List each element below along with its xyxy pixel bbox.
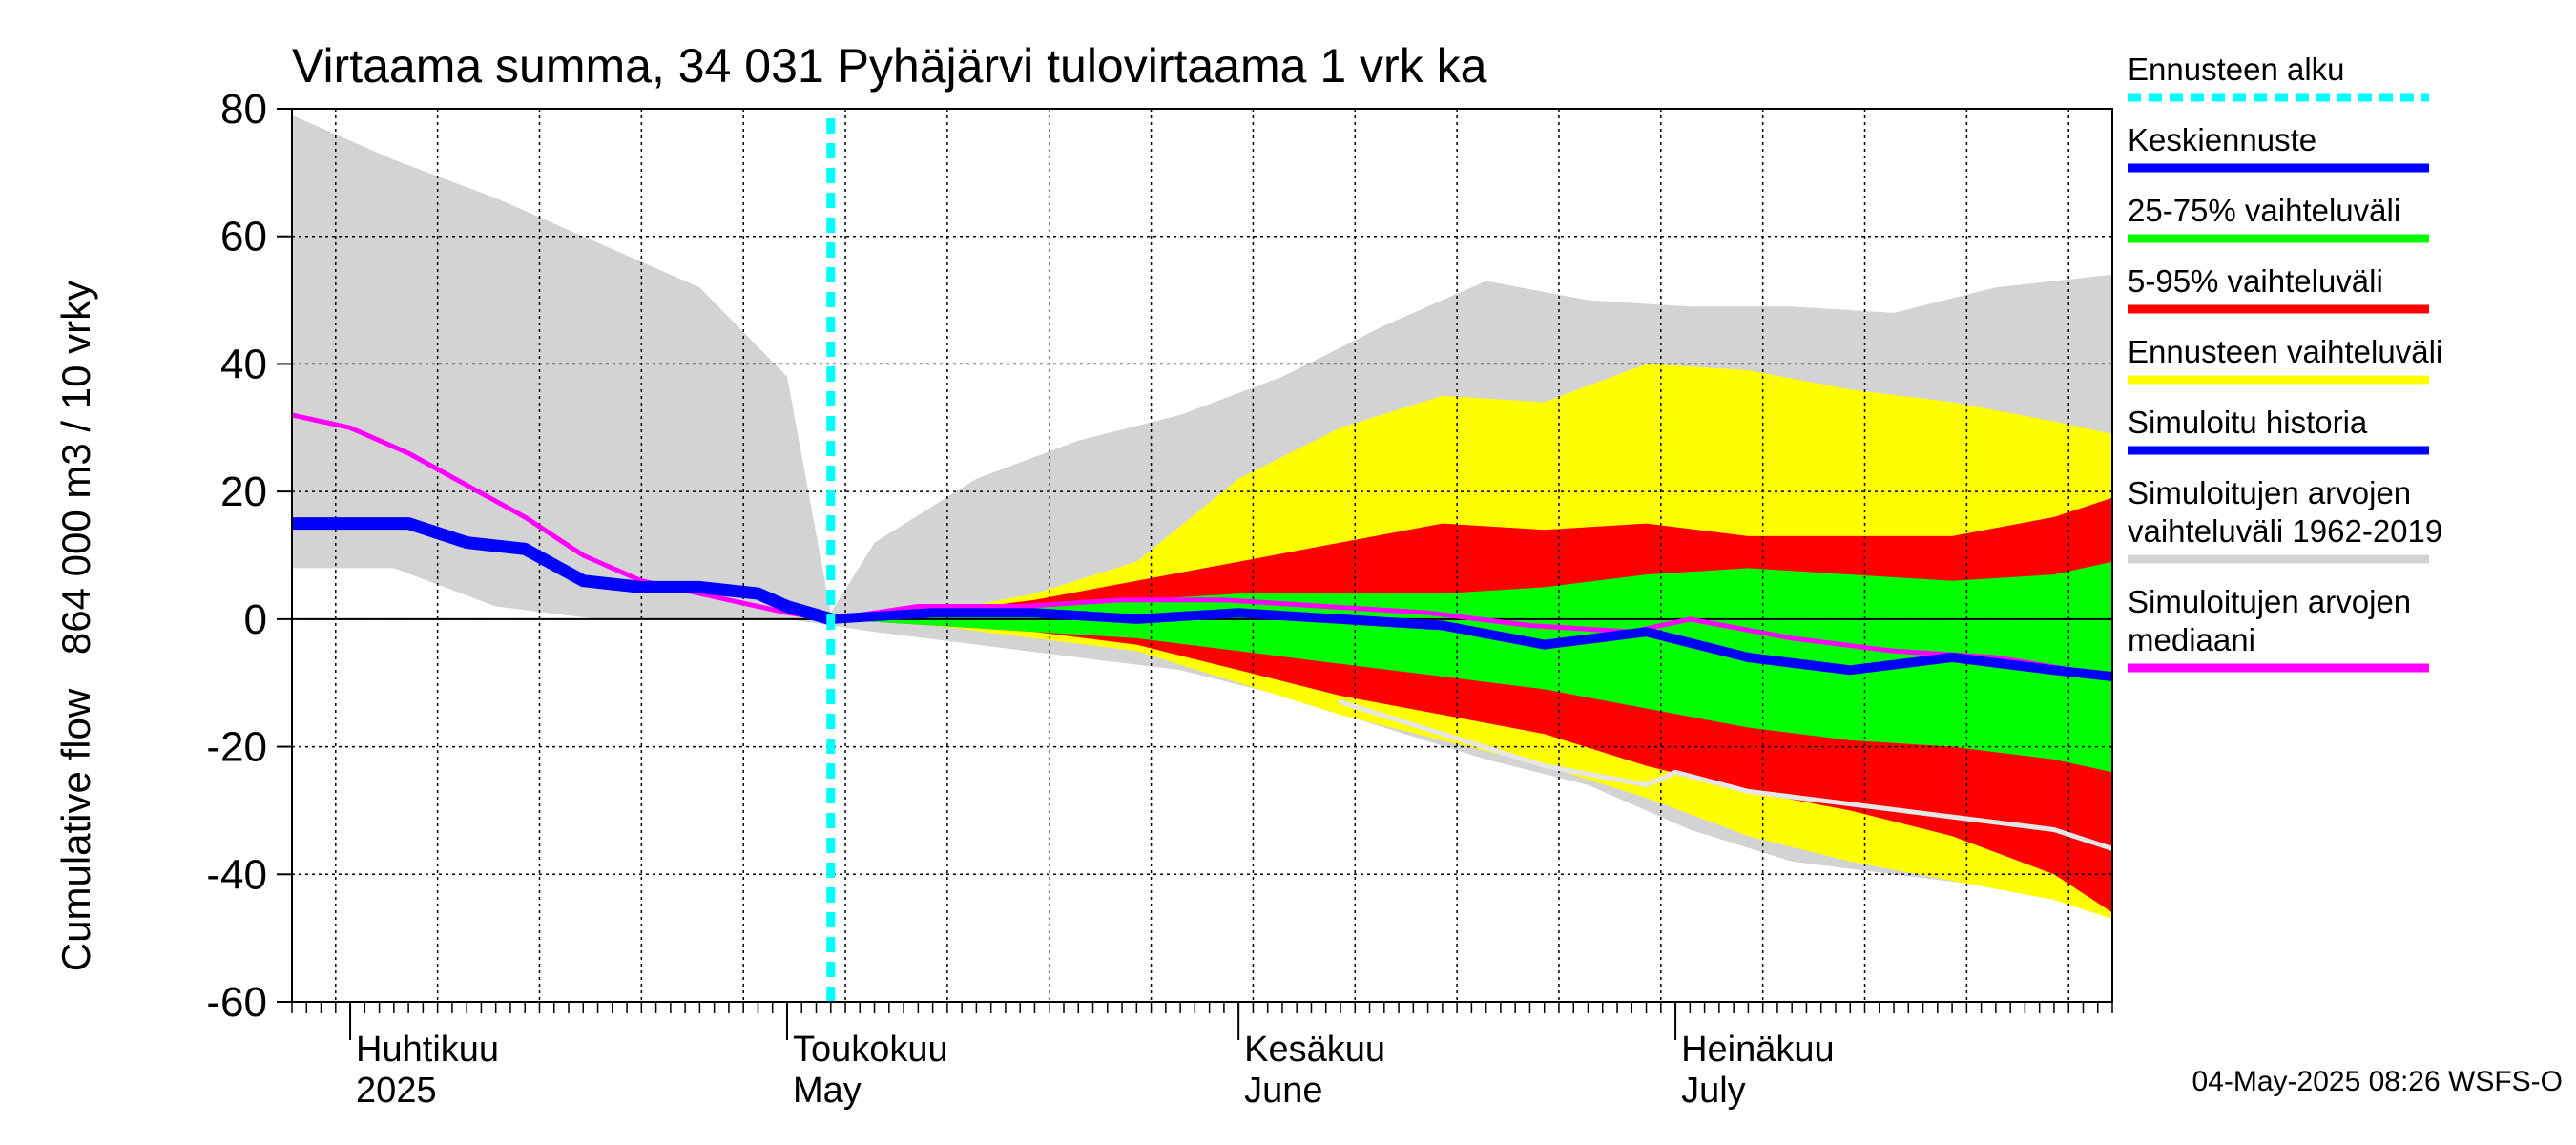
chart-title: Virtaama summa, 34 031 Pyhäjärvi tulovir… xyxy=(292,39,1487,93)
legend-label: Keskiennuste xyxy=(2128,122,2316,157)
y-tick-label: 20 xyxy=(220,468,267,515)
x-month-label: Heinäkuu xyxy=(1681,1030,1835,1070)
legend-label: 25-75% vaihteluväli xyxy=(2128,193,2400,228)
y-tick-label: -60 xyxy=(206,979,267,1026)
legend-label: Simuloitujen arvojen xyxy=(2128,475,2411,510)
x-month-label: Kesäkuu xyxy=(1244,1030,1385,1070)
x-month-sublabel: May xyxy=(793,1071,862,1111)
x-month-label: Huhtikuu xyxy=(356,1030,499,1070)
plot-area xyxy=(292,109,2112,1002)
legend-label: Ennusteen vaihteluväli xyxy=(2128,334,2442,369)
plot-frame xyxy=(291,108,2113,1003)
legend: Ennusteen alku Keskiennuste 25-75% vaihtel… xyxy=(2128,52,2442,673)
legend-label: Simuloitu historia xyxy=(2128,405,2368,440)
x-month-label: Toukokuu xyxy=(793,1030,948,1070)
line-simuloitujen-arvojen-mediaani xyxy=(292,412,2112,679)
y-tick-label: -40 xyxy=(206,851,267,898)
legend-label: mediaani xyxy=(2128,622,2255,657)
y-axis-label-english: Cumulative flow xyxy=(53,688,98,971)
y-axis-label: 864 000 m3 / 10 vrky xyxy=(53,281,98,655)
legend-label: vaihteluväli 1962-2019 xyxy=(2128,513,2442,549)
line-keskiennuste xyxy=(825,608,2112,681)
y-tick-label: 40 xyxy=(220,341,267,387)
legend-label: Ennusteen alku xyxy=(2128,52,2345,87)
y-tick-label: 60 xyxy=(220,214,267,260)
timestamp-footer: 04-May-2025 08:26 WSFS-O xyxy=(2192,1066,2564,1097)
line-dry-year-line xyxy=(1338,699,2112,851)
x-month-sublabel: July xyxy=(1681,1071,1746,1111)
y-tick-label: -20 xyxy=(206,724,267,771)
legend-label: 5-95% vaihteluväli xyxy=(2128,263,2383,299)
legend-label: Simuloitujen arvojen xyxy=(2128,584,2411,619)
x-month-sublabel: June xyxy=(1244,1071,1322,1111)
y-tick-label: 0 xyxy=(244,596,267,643)
line-simuloitu-historia xyxy=(292,517,838,626)
x-month-sublabel: 2025 xyxy=(356,1071,437,1111)
y-tick-label: 80 xyxy=(220,86,267,133)
